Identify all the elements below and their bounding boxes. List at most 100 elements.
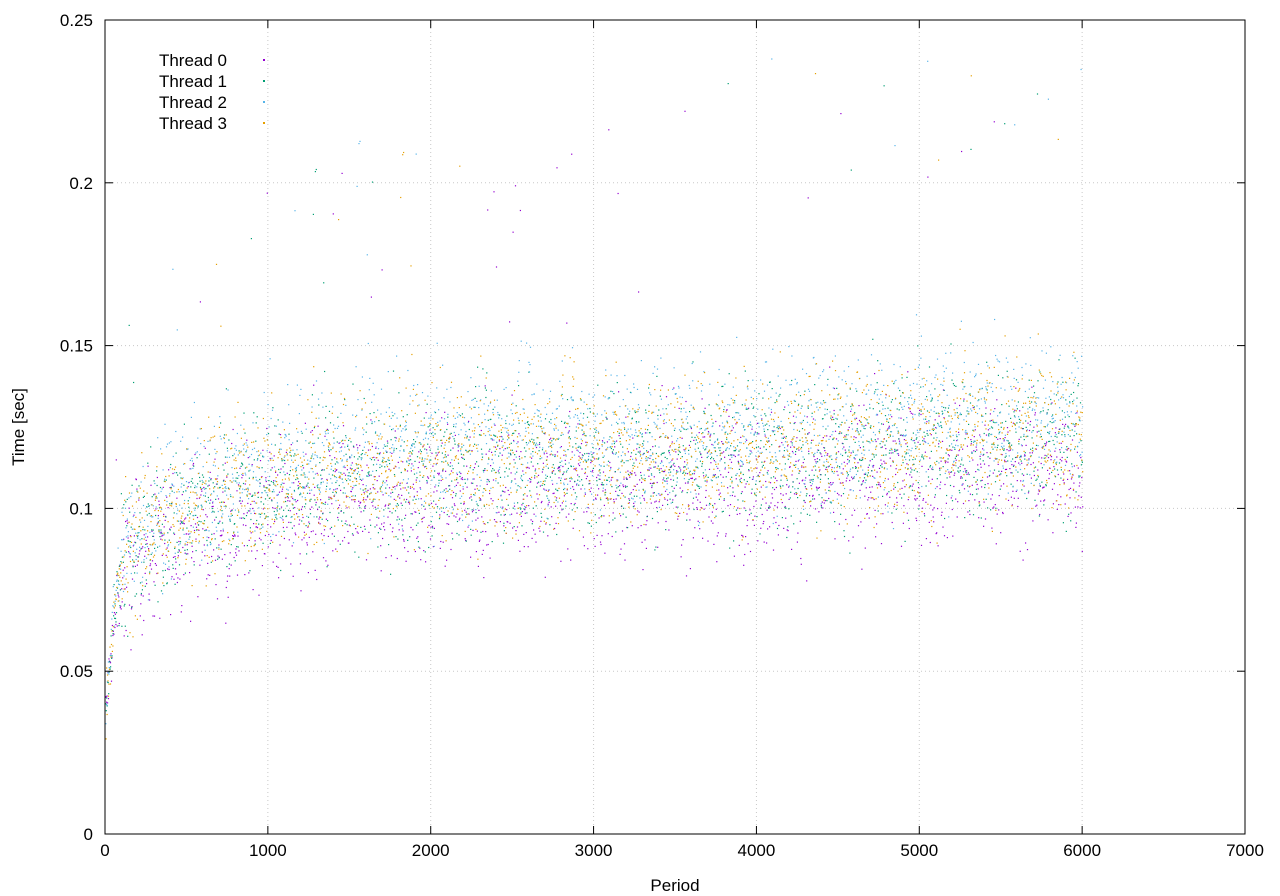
point — [699, 460, 701, 462]
point — [923, 438, 925, 440]
point — [995, 543, 997, 545]
point — [270, 417, 272, 420]
point — [653, 466, 655, 468]
point — [750, 512, 752, 514]
point — [128, 552, 130, 554]
point — [105, 723, 107, 725]
point — [182, 529, 184, 531]
point — [1051, 402, 1053, 404]
point — [712, 504, 714, 507]
point — [330, 478, 332, 480]
point — [305, 440, 307, 442]
point — [608, 522, 610, 524]
point — [283, 530, 285, 532]
point — [325, 433, 327, 435]
point — [665, 520, 667, 523]
point — [381, 461, 383, 463]
point — [540, 420, 542, 422]
point — [145, 533, 147, 535]
point — [450, 548, 452, 551]
point — [606, 418, 608, 420]
point — [573, 454, 576, 456]
point — [597, 474, 599, 476]
point — [531, 433, 533, 435]
point — [484, 385, 486, 387]
point — [544, 576, 546, 578]
point — [1071, 463, 1073, 465]
point — [569, 417, 571, 419]
point — [340, 510, 342, 512]
point — [752, 519, 754, 521]
point — [568, 513, 570, 515]
point — [764, 413, 766, 415]
point — [471, 450, 473, 452]
point — [340, 510, 342, 512]
point — [512, 402, 514, 404]
point — [334, 457, 336, 459]
point — [760, 504, 762, 506]
point — [552, 492, 554, 495]
point — [239, 517, 241, 519]
point — [292, 542, 295, 544]
point — [392, 491, 394, 493]
point — [150, 544, 152, 546]
series-0-points — [105, 110, 1084, 704]
point — [350, 516, 353, 518]
point — [522, 463, 524, 466]
point — [557, 438, 559, 440]
point — [1010, 496, 1012, 498]
point — [123, 575, 125, 577]
point — [212, 501, 214, 503]
point — [571, 451, 573, 453]
point — [886, 433, 889, 436]
point — [344, 492, 346, 494]
point — [721, 385, 723, 388]
point — [813, 455, 815, 458]
point — [126, 525, 128, 527]
point — [892, 440, 894, 442]
point — [509, 321, 511, 323]
point — [204, 447, 206, 449]
point — [508, 434, 510, 436]
point — [491, 541, 493, 543]
point — [253, 523, 255, 525]
point — [459, 490, 461, 492]
point — [1070, 478, 1073, 480]
point — [930, 400, 932, 402]
point — [866, 474, 868, 476]
point — [324, 501, 327, 503]
point — [419, 442, 421, 444]
point — [531, 394, 533, 396]
point — [999, 474, 1001, 476]
point — [357, 532, 359, 534]
point — [648, 475, 650, 477]
point — [317, 437, 319, 439]
point — [240, 424, 242, 426]
point — [391, 452, 393, 454]
point — [802, 419, 804, 422]
point — [995, 507, 997, 509]
point — [536, 486, 538, 488]
point — [174, 556, 176, 558]
point — [844, 435, 846, 437]
point — [214, 486, 216, 488]
point — [996, 513, 998, 515]
point — [794, 464, 796, 466]
point — [342, 492, 344, 494]
point — [652, 446, 654, 448]
point — [437, 446, 439, 448]
point — [423, 516, 425, 518]
point — [1000, 532, 1002, 534]
point — [773, 426, 775, 428]
point — [529, 441, 531, 443]
point — [273, 480, 275, 482]
point — [566, 489, 568, 491]
point — [454, 417, 456, 419]
point — [529, 478, 531, 480]
point — [224, 442, 226, 444]
point — [748, 407, 750, 409]
point — [1038, 515, 1040, 517]
point — [434, 486, 436, 488]
point — [333, 437, 335, 439]
point — [260, 527, 262, 529]
